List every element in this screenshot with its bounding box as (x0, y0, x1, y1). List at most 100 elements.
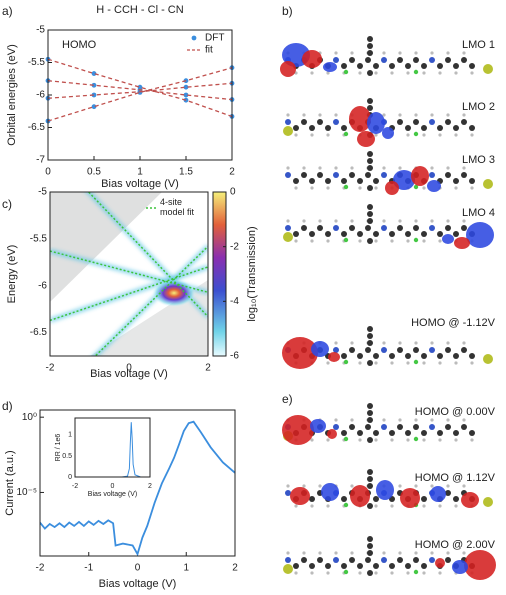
atom (341, 231, 347, 237)
atom (285, 172, 291, 178)
atom (317, 225, 323, 231)
hydrogen (414, 341, 418, 345)
data-point (183, 84, 189, 90)
fit-line (50, 250, 208, 293)
hydrogen (398, 113, 402, 117)
hydrogen (406, 571, 410, 575)
hydrogen (358, 438, 362, 442)
plot-frame (39, 409, 236, 557)
hydrogen (286, 551, 290, 555)
atom (405, 63, 411, 69)
transmission-ridge (92, 244, 208, 356)
orbital-lobe (323, 62, 337, 72)
hydrogen (334, 51, 338, 55)
orbital-lobe (461, 492, 479, 508)
atom (413, 557, 419, 563)
hydrogen (374, 133, 378, 137)
atom (429, 225, 435, 231)
atom (405, 125, 411, 131)
atom (341, 353, 347, 359)
atom (367, 70, 373, 76)
atom (421, 63, 427, 69)
hydrogen (310, 239, 314, 243)
hydrogen (422, 71, 426, 75)
atom (445, 424, 451, 430)
hydrogen (438, 438, 442, 442)
atom (437, 231, 443, 237)
atom (357, 563, 363, 569)
orbital-lobe (311, 341, 329, 357)
panel-label: c) (2, 197, 12, 211)
atom (357, 353, 363, 359)
hydrogen (470, 186, 474, 190)
orbital-lobe (452, 560, 468, 574)
atom (461, 57, 467, 63)
molecule-label: LMO 4 (462, 207, 495, 219)
atom (341, 496, 347, 502)
hydrogen (286, 219, 290, 223)
orbital-lobe (376, 480, 394, 500)
atom (381, 172, 387, 178)
hydrogen (318, 166, 322, 170)
atom (367, 437, 373, 443)
end-atom (483, 497, 493, 507)
atom (469, 178, 475, 184)
hydrogen (294, 186, 298, 190)
orbital-lobe (442, 234, 454, 244)
hydrogen (398, 341, 402, 345)
atom (293, 563, 299, 569)
atom (325, 563, 331, 569)
hydrogen (398, 484, 402, 488)
hydrogen (334, 166, 338, 170)
hydrogen (390, 71, 394, 75)
hydrogen (326, 361, 330, 365)
hydrogen (446, 113, 450, 117)
hydrogen (286, 166, 290, 170)
atom (453, 430, 459, 436)
atom (309, 563, 315, 569)
atom (453, 496, 459, 502)
inset-background (75, 418, 150, 477)
orbital-lobe (400, 488, 420, 508)
hydrogen (430, 341, 434, 345)
hydrogen (406, 133, 410, 137)
orbital-lobe (357, 131, 375, 147)
orbital-lobe (328, 352, 340, 362)
atom (301, 225, 307, 231)
hydrogen (350, 484, 354, 488)
hydrogen (302, 484, 306, 488)
atom (429, 119, 435, 125)
atom (429, 57, 435, 63)
hydrogen (446, 341, 450, 345)
end-atom (283, 232, 293, 242)
orbital-lobe (393, 170, 415, 190)
atom (437, 63, 443, 69)
hydrogen (446, 219, 450, 223)
atom (285, 119, 291, 125)
hydrogen (310, 186, 314, 190)
y-tick-label: 0.5 (62, 453, 72, 460)
chlorine (343, 359, 349, 365)
atom (367, 476, 373, 482)
atom (365, 57, 371, 63)
hydrogen (406, 71, 410, 75)
atom (341, 125, 347, 131)
hydrogen (414, 418, 418, 422)
atom (317, 119, 323, 125)
atom (285, 490, 291, 496)
hydrogen (374, 438, 378, 442)
atom (421, 496, 427, 502)
y-tick-label: -5.5 (28, 57, 46, 68)
atom (373, 63, 379, 69)
atom (367, 185, 373, 191)
atom (405, 353, 411, 359)
atom (367, 410, 373, 416)
atom (349, 57, 355, 63)
hydrogen (438, 133, 442, 137)
atom (367, 403, 373, 409)
hydrogen (470, 361, 474, 365)
fit-line (47, 80, 233, 101)
atom (367, 105, 373, 111)
molecule (283, 204, 494, 249)
